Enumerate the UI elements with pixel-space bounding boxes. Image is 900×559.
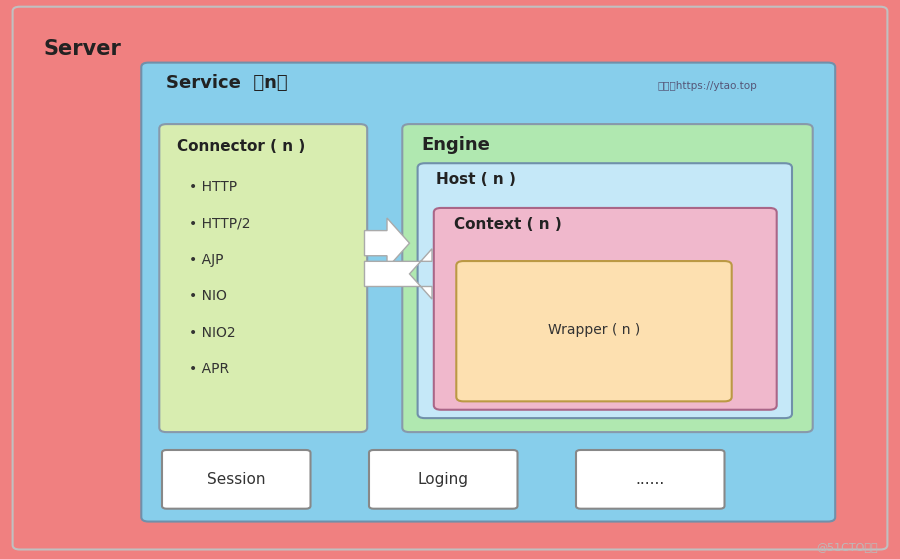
FancyBboxPatch shape <box>576 450 724 509</box>
FancyBboxPatch shape <box>369 450 518 509</box>
Text: Wrapper ( n ): Wrapper ( n ) <box>548 323 640 337</box>
Text: ......: ...... <box>635 472 664 487</box>
FancyBboxPatch shape <box>418 163 792 418</box>
Text: Engine: Engine <box>421 136 491 154</box>
Text: • AJP: • AJP <box>189 253 223 267</box>
Text: Session: Session <box>207 472 266 487</box>
Text: • HTTP/2: • HTTP/2 <box>189 216 250 231</box>
Text: 来源：https://ytao.top: 来源：https://ytao.top <box>657 80 757 91</box>
Text: Connector ( n ): Connector ( n ) <box>177 139 306 154</box>
FancyBboxPatch shape <box>141 63 835 522</box>
FancyBboxPatch shape <box>402 124 813 432</box>
FancyBboxPatch shape <box>159 124 367 432</box>
Text: • APR: • APR <box>189 362 230 376</box>
Text: Host ( n ): Host ( n ) <box>436 172 517 187</box>
FancyBboxPatch shape <box>162 450 310 509</box>
Text: Service  （n）: Service （n） <box>166 74 288 92</box>
FancyBboxPatch shape <box>13 7 887 549</box>
Text: • NIO: • NIO <box>189 289 227 304</box>
Text: • HTTP: • HTTP <box>189 180 237 195</box>
Polygon shape <box>364 249 432 299</box>
Text: Server: Server <box>43 39 122 59</box>
Text: Context ( n ): Context ( n ) <box>454 217 562 232</box>
Text: Loging: Loging <box>418 472 468 487</box>
Text: • NIO2: • NIO2 <box>189 325 236 340</box>
FancyBboxPatch shape <box>434 208 777 410</box>
FancyBboxPatch shape <box>456 261 732 401</box>
Polygon shape <box>364 218 410 268</box>
Text: @51CTO博客: @51CTO博客 <box>816 542 878 552</box>
